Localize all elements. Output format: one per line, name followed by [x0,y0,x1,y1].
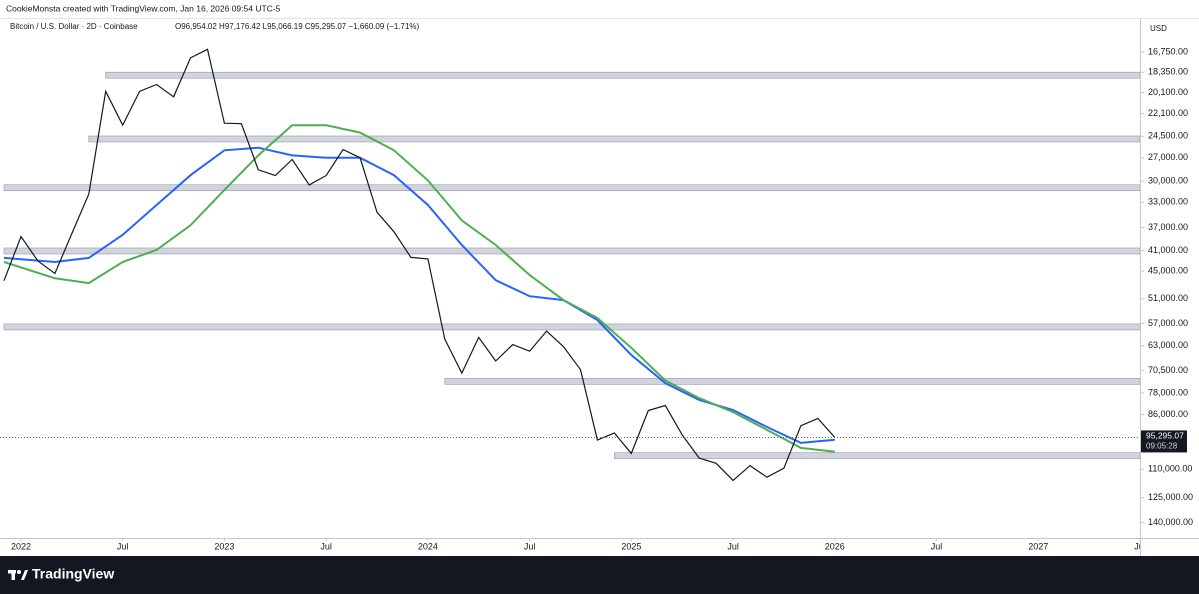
x-tick-label: 2027 [1028,541,1048,551]
currency: USD [1150,24,1167,33]
x-tick-label: 2024 [418,541,438,551]
zone [88,135,1140,143]
y-tick-label: 63,000.00 [1148,340,1188,350]
zone [105,71,1140,79]
y-tick-label: 20,100.00 [1148,87,1188,97]
zone [3,247,1140,255]
countdown: 09:05:28 [1146,442,1178,451]
last-price-label: 95,295.07 [1146,431,1184,441]
y-tick-label: 37,000.00 [1148,222,1188,232]
x-axis: 2022 Jul 2023 Jul 2024 Jul 2025 Jul 2026 Jul 2027 J… [11,538,1146,551]
y-tick-label: 18,350.00 [1148,67,1188,77]
moving-average [3,124,835,453]
x-tick-label: 2022 [11,541,31,551]
zone [3,323,1140,331]
x-tick-label: Jul [320,541,332,551]
y-tick-label: 16,750.00 [1148,46,1188,56]
zone [614,452,1140,460]
y-tick-label: 140,000.00 [1148,517,1193,527]
zone [444,378,1140,385]
footer [0,556,1199,594]
x-tick-label: Jul [931,541,943,551]
y-tick-label: 110,000.00 [1148,464,1192,474]
y-tick-label: 86,000.00 [1148,409,1188,419]
y-tick-label: 57,000.00 [1148,318,1188,328]
background [0,0,1199,556]
y-tick-label: 30,000.00 [1148,176,1188,186]
y-tick-label: 22,100.00 [1148,108,1188,118]
y-tick-label: 33,000.00 [1148,197,1188,207]
y-tick-label: 45,000.00 [1148,265,1188,275]
header: CookieMonsta created with TradingView.co… [6,3,281,13]
symbol: Bitcoin / U.S. Dollar · 2D · Coinbase [10,22,138,31]
brand: TradingView [32,566,114,582]
ohlc: O96,954.02 H97,176.42 L95,066.19 C95,295… [175,22,420,31]
x-tick-label: Jul [117,541,129,551]
x-tick-label: 2026 [825,541,845,551]
y-tick-label: 70,500.00 [1148,365,1188,375]
x-tick-label: 2025 [621,541,641,551]
y-tick-label: 51,000.00 [1148,293,1188,303]
last-price-box [1141,430,1187,453]
x-tick-label: Jul [1134,541,1146,551]
plot [0,48,1140,482]
y-tick-label: 78,000.00 [1148,387,1188,397]
x-tick-label: 2023 [214,541,234,551]
logo [8,570,28,580]
zone [3,184,1140,192]
y-tick-label: 27,000.00 [1148,152,1188,162]
moving-average [3,146,835,444]
x-tick-label: Jul [524,541,536,551]
price-line [3,48,836,482]
x-tick-label: Jul [727,541,739,551]
y-tick-label: 41,000.00 [1148,245,1188,255]
y-tick-label: 24,500.00 [1148,131,1188,141]
y-tick-label: 125,000.00 [1148,492,1193,502]
